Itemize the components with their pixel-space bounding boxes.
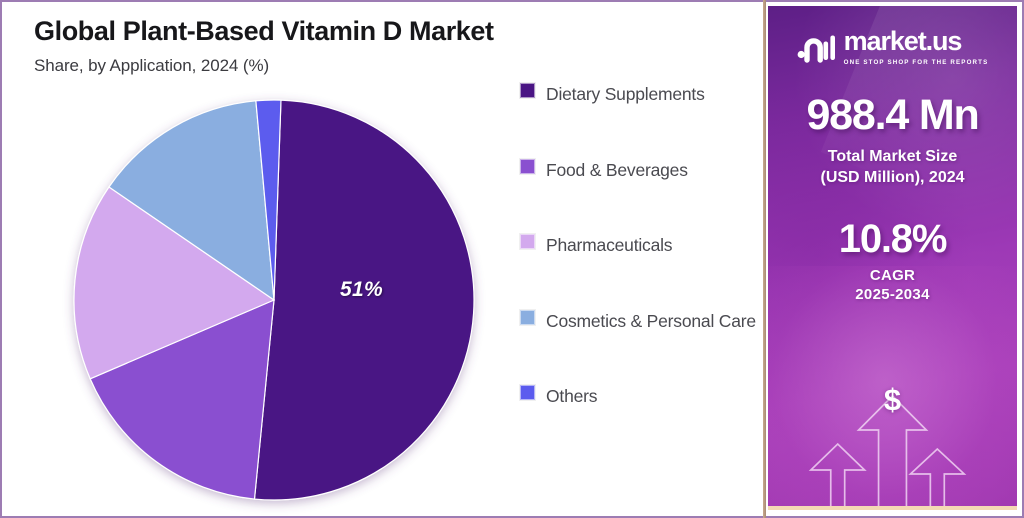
brand-logo[interactable]: market.us ONE STOP SHOP FOR THE REPORTS	[768, 6, 1017, 66]
legend-swatch-icon	[520, 309, 535, 325]
cagr-caption-line2: 2025-2034	[855, 286, 930, 304]
pie-slice-label-dietary-supplements: 51%	[340, 278, 383, 301]
cagr-value: 10.8%	[838, 216, 948, 261]
brand-logo-text: market.us ONE STOP SHOP FOR THE REPORTS	[843, 26, 989, 67]
cagr-caption: CAGR 2025-2034	[768, 266, 1017, 306]
market-size-caption-line1: Total Market Size	[827, 148, 958, 165]
legend-item-label: Others	[546, 386, 598, 407]
market-size-stat: 988.4 Mn Total Market Size (USD Million)…	[768, 94, 1017, 189]
market-size-caption: Total Market Size (USD Million), 2024	[768, 146, 1017, 189]
cagr-caption-line1: CAGR	[869, 266, 916, 284]
legend-item-label: Dietary Supplements	[546, 84, 705, 104]
cagr-stat: 10.8% CAGR 2025-2034	[768, 219, 1017, 306]
legend-swatch-icon	[520, 83, 535, 98]
page-subtitle: Share, by Application, 2024 (%)	[34, 56, 270, 75]
legend-item-label: Cosmetics & Personal Care	[546, 310, 756, 331]
pie-chart: 51%	[72, 98, 476, 502]
chart-panel: Global Plant-Based Vitamin D Market Shar…	[0, 0, 765, 518]
brand-tagline: ONE STOP SHOP FOR THE REPORTS	[843, 59, 989, 66]
legend-item-label: Food & Beverages	[546, 159, 688, 180]
legend-item[interactable]: Pharmaceuticals	[520, 231, 758, 260]
brand-name: market.us	[843, 26, 963, 56]
page-title: Global Plant-Based Vitamin D Market	[34, 16, 494, 46]
stats-panel: market.us ONE STOP SHOP FOR THE REPORTS …	[765, 0, 1024, 518]
chart-heading-group: Global Plant-Based Vitamin D Market Shar…	[34, 16, 494, 76]
pie-slice[interactable]	[89, 299, 275, 500]
legend-item[interactable]: Dietary Supplements	[520, 80, 758, 109]
arrow-up-center-icon	[856, 394, 929, 506]
panel-divider	[763, 0, 766, 518]
dollar-sign-icon: $	[883, 382, 902, 417]
legend-swatch-icon	[520, 158, 535, 174]
legend-swatch-icon	[520, 234, 535, 250]
pie-slice[interactable]	[108, 100, 275, 302]
chart-legend: Dietary Supplements Food & Beverages Pharm…	[520, 80, 758, 458]
market-size-caption-line2: (USD Million), 2024	[820, 169, 965, 187]
growth-arrows-icon	[808, 394, 967, 506]
market-us-logo-icon	[797, 35, 835, 63]
pie-chart-svg	[73, 99, 475, 501]
arrow-up-left-icon	[808, 442, 867, 506]
pie-slice[interactable]	[73, 186, 276, 380]
pie-slice[interactable]	[253, 99, 475, 501]
arrow-up-right-icon	[908, 447, 967, 506]
legend-item-label: Pharmaceuticals	[546, 235, 673, 256]
legend-swatch-icon	[520, 385, 535, 401]
legend-item[interactable]: Cosmetics & Personal Care	[520, 307, 758, 336]
legend-item[interactable]: Food & Beverages	[520, 156, 758, 185]
market-size-value: 988.4 Mn	[806, 91, 979, 139]
stats-panel-background: market.us ONE STOP SHOP FOR THE REPORTS …	[768, 6, 1017, 510]
pie-slice[interactable]	[255, 99, 282, 301]
growth-arrows-graphic	[768, 374, 1017, 506]
legend-item[interactable]: Others	[520, 382, 758, 411]
pie-slice-group	[73, 99, 475, 501]
